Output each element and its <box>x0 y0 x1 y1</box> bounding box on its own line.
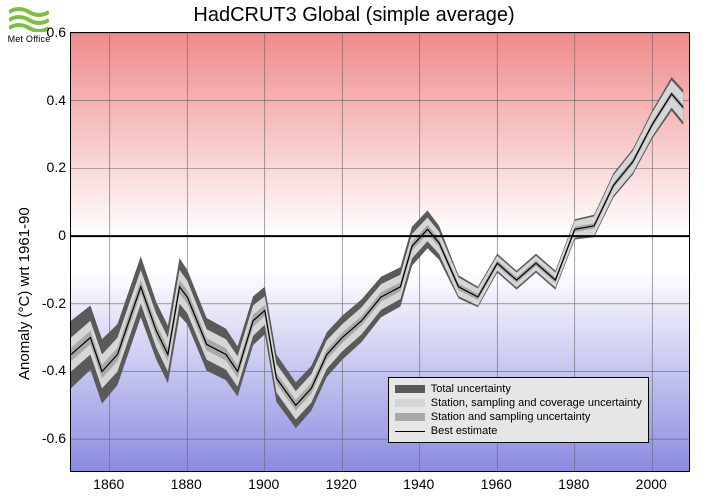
legend-label: Station, sampling and coverage uncertain… <box>431 396 642 410</box>
x-tick-label: 1980 <box>558 476 589 492</box>
legend-swatch <box>395 413 425 421</box>
y-tick-label: 0.4 <box>26 92 66 108</box>
chart-container: Met Office HadCRUT3 Global (simple avera… <box>0 0 708 504</box>
x-tick-label: 1920 <box>326 476 357 492</box>
legend-swatch <box>395 385 425 393</box>
x-tick-label: 1860 <box>93 476 124 492</box>
legend-item: Best estimate <box>395 424 642 438</box>
legend-item: Station, sampling and coverage uncertain… <box>395 396 642 410</box>
x-tick-label: 1960 <box>481 476 512 492</box>
legend-label: Station and sampling uncertainty <box>431 410 591 424</box>
legend-item: Total uncertainty <box>395 382 642 396</box>
y-tick-label: 0.2 <box>26 159 66 175</box>
legend-label: Best estimate <box>431 424 498 438</box>
x-tick-label: 1880 <box>171 476 202 492</box>
y-tick-label: 0.6 <box>26 24 66 40</box>
x-tick-label: 2000 <box>636 476 667 492</box>
legend-line-icon <box>395 431 425 432</box>
y-tick-label: -0.4 <box>26 362 66 378</box>
x-tick-label: 1940 <box>403 476 434 492</box>
chart-title: HadCRUT3 Global (simple average) <box>0 4 708 27</box>
y-tick-label: -0.2 <box>26 295 66 311</box>
y-tick-label: 0 <box>26 227 66 243</box>
legend: Total uncertaintyStation, sampling and c… <box>388 377 649 443</box>
legend-item: Station and sampling uncertainty <box>395 410 642 424</box>
legend-swatch <box>395 399 425 407</box>
legend-label: Total uncertainty <box>431 382 511 396</box>
x-tick-label: 1900 <box>248 476 279 492</box>
y-tick-label: -0.6 <box>26 430 66 446</box>
